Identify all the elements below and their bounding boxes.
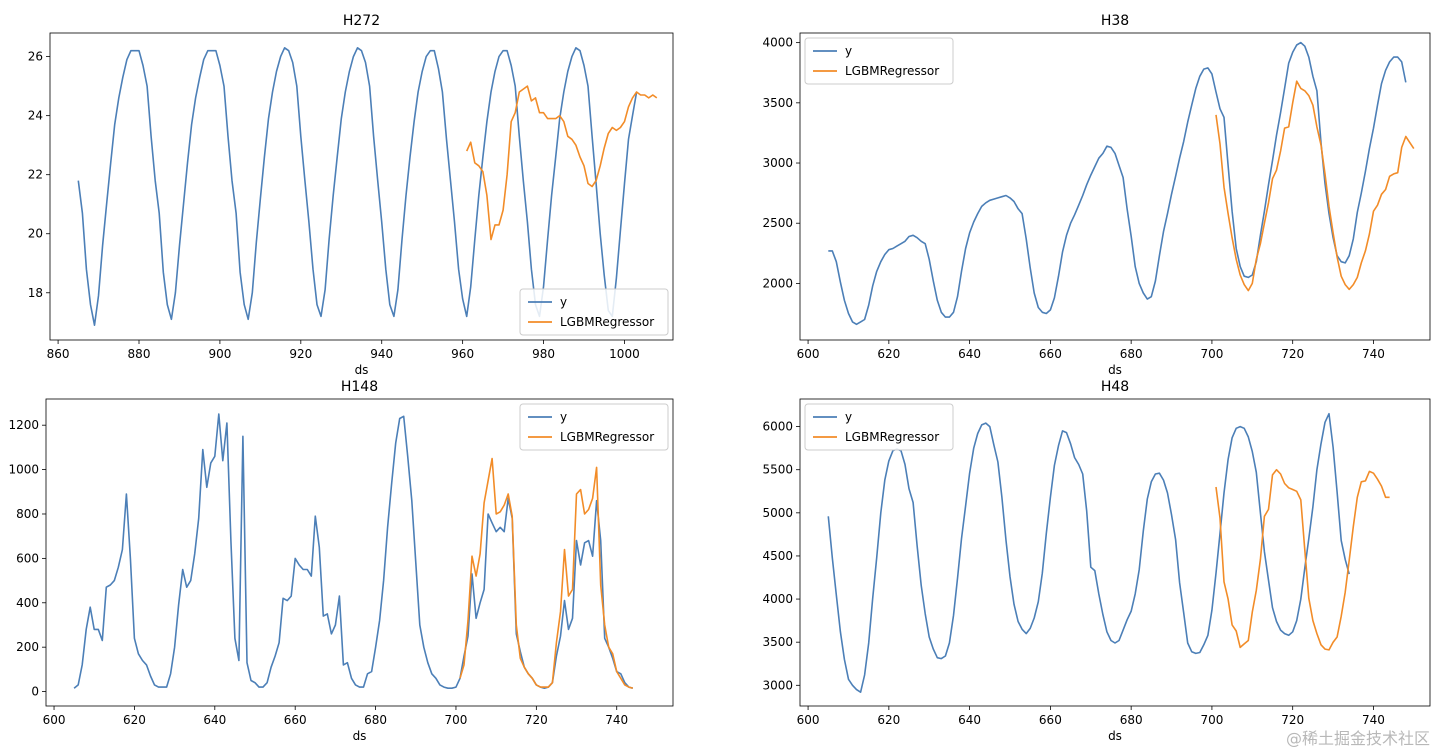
y-tick-label: 1200 [8,418,39,432]
y-tick-label: 18 [28,286,43,300]
y-tick-label: 6000 [762,420,793,434]
legend: y LGBMRegressor [519,288,669,336]
series-line-y [828,41,1407,326]
legend-label: y [845,410,852,424]
watermark: @稀土掘金技术社区 [1285,729,1430,748]
x-tick-label: 700 [1200,347,1223,361]
legend-label: LGBMRegressor [560,315,654,329]
y-tick-label: 4000 [762,592,793,606]
x-tick-label: 620 [877,347,900,361]
y-tick-label: 3500 [762,635,793,649]
legend-box [519,288,669,336]
x-tick-label: 720 [525,713,548,727]
legend-label: LGBMRegressor [845,64,939,78]
y-tick-label: 400 [16,596,39,610]
legend-label: LGBMRegressor [845,430,939,444]
y-tick-label: 5500 [762,463,793,477]
subplot-h148: H148 600 620 640 660 680 700 720 740 0 200 400 600 80… [8,379,674,743]
legend-box [804,403,954,451]
x-tick-label: 680 [1120,347,1143,361]
chart-title: H148 [341,379,378,395]
x-axis-label: ds [353,729,367,743]
x-tick-label: 660 [1039,347,1062,361]
y-tick-label: 2000 [762,276,793,290]
x-axis-label: ds [1108,363,1122,377]
x-tick-label: 920 [289,347,312,361]
x-tick-label: 640 [958,713,981,727]
x-tick-label: 600 [797,347,820,361]
series-line-y [77,47,638,326]
x-tick-label: 640 [203,713,226,727]
x-tick-label: 860 [47,347,70,361]
series-line-lgbmregressor [465,85,658,241]
subplot-h272: H272 860 880 900 920 940 960 980 1000 18 20 22 24 26 d… [28,13,674,377]
x-tick-label: 640 [958,347,981,361]
x-tick-label: 980 [532,347,555,361]
x-tick-label: 720 [1281,713,1304,727]
x-tick-label: 600 [797,713,820,727]
chart-title: H272 [343,13,380,29]
y-tick-label: 1000 [8,463,39,477]
chart-title: H38 [1101,13,1129,29]
x-tick-label: 740 [1362,713,1385,727]
legend: y LGBMRegressor [804,37,954,85]
series-line-lgbmregressor [1215,468,1390,651]
y-tick-label: 3000 [762,678,793,692]
x-tick-label: 600 [43,713,66,727]
y-tick-label: 4500 [762,549,793,563]
subplot-h38: H38 600 620 640 660 680 700 720 740 2000 2500 3000 3… [762,13,1431,377]
x-tick-label: 680 [1120,713,1143,727]
chart-title: H48 [1101,379,1129,395]
y-tick-label: 2500 [762,216,793,230]
y-tick-label: 3500 [762,96,793,110]
legend: y LGBMRegressor [519,403,669,451]
series-line-lgbmregressor [459,457,634,689]
x-tick-label: 880 [128,347,151,361]
x-axis-label: ds [355,363,369,377]
y-tick-label: 5000 [762,506,793,520]
x-tick-label: 660 [284,713,307,727]
x-tick-label: 1000 [609,347,640,361]
subplot-h48: H48 600 620 640 660 680 700 720 740 3000 3500 4000 4… [762,379,1431,743]
legend-label: y [560,410,567,424]
x-tick-label: 940 [370,347,393,361]
x-tick-label: 700 [1200,713,1223,727]
x-tick-label: 700 [445,713,468,727]
x-tick-label: 720 [1281,347,1304,361]
x-tick-label: 740 [605,713,628,727]
legend-label: LGBMRegressor [560,430,654,444]
x-tick-label: 660 [1039,713,1062,727]
legend-box [519,403,669,451]
y-tick-label: 20 [28,227,43,241]
y-tick-label: 800 [16,507,39,521]
y-tick-label: 0 [31,685,39,699]
legend-label: y [560,295,567,309]
y-tick-label: 24 [28,109,43,123]
x-tick-label: 620 [877,713,900,727]
x-tick-label: 620 [123,713,146,727]
y-tick-label: 200 [16,640,39,654]
y-tick-label: 3000 [762,156,793,170]
x-tick-label: 740 [1362,347,1385,361]
x-tick-label: 900 [208,347,231,361]
legend-label: y [845,44,852,58]
legend: y LGBMRegressor [804,403,954,451]
y-tick-label: 4000 [762,36,793,50]
series-line-lgbmregressor [1215,80,1415,292]
y-tick-label: 26 [28,50,43,64]
y-tick-label: 22 [28,168,43,182]
legend-box [804,37,954,85]
x-tick-label: 680 [364,713,387,727]
x-axis-label: ds [1108,729,1122,743]
y-tick-label: 600 [16,551,39,565]
x-tick-label: 960 [451,347,474,361]
